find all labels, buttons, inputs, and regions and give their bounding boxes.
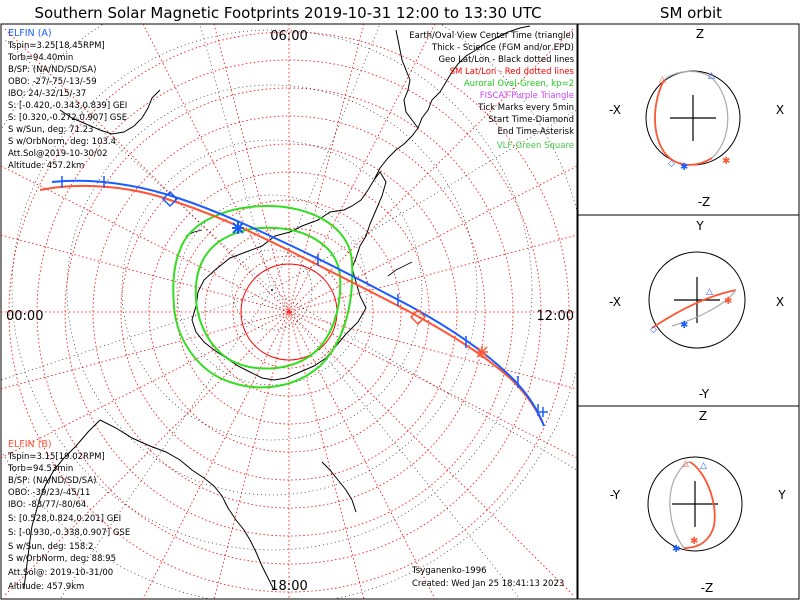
legend-item: VLF-Green Square	[497, 141, 574, 151]
mlt-label-top: 06:00	[270, 29, 307, 44]
orbit-marker: △	[708, 71, 715, 81]
end-asterisk-a2	[538, 407, 548, 417]
orbit-xz-top: Z	[696, 27, 704, 41]
elfin-a-info: ELFIN (A) Tspin=3.25[18.45RPM] Torb=94.4…	[7, 28, 127, 171]
model-credit: Tsyganenko-1996	[411, 566, 487, 576]
elfin-b-line: OBO: -39/23/-45/11	[8, 488, 90, 498]
australia-coastline	[23, 419, 275, 591]
antarctica-coastline	[191, 171, 387, 381]
orbit-marker: △	[682, 459, 689, 469]
elfin-b-line: S: [0.528,0.824,0.201] GEI	[8, 514, 121, 524]
legend: Earth/Oval View Center Time (triangle) T…	[409, 31, 574, 151]
orbit-xz-bottom: -Z	[698, 195, 711, 209]
orbit-marker: ✱	[722, 156, 730, 167]
legend-item: Earth/Oval View Center Time (triangle)	[409, 31, 574, 41]
legend-item: Thick - Science (FGM and/or EPD)	[431, 43, 574, 53]
orbit-marker: △	[659, 75, 666, 85]
orbit-marker: ✱	[680, 320, 688, 331]
orbit-a-path	[663, 70, 729, 159]
orbit-yz-left: -Y	[610, 488, 621, 502]
mlt-label-bottom: 18:00	[270, 579, 307, 594]
orbit-marker: ✱	[724, 296, 732, 307]
orbit-xz-right: X	[776, 103, 784, 117]
legend-item: Geo Lat/Lon - Black dotted lines	[438, 55, 574, 65]
elfin-a-track	[51, 179, 545, 427]
elfin-a-ticks	[61, 176, 539, 416]
orbit-b-path	[654, 79, 713, 166]
elfin-a-line: S: [-0.420,-0.343,0.839] GEI	[8, 101, 127, 111]
orbit-xz-left: -X	[609, 103, 621, 117]
orbit-marker: ✱	[680, 162, 688, 173]
south-america-coastline	[395, 25, 531, 129]
orbit-yz-right: Y	[777, 488, 786, 502]
elfin-b-line: Att.Sol@: 2019-10-31/00	[8, 568, 113, 578]
elfin-b-line: Altitude: 457.9km	[8, 582, 84, 592]
legend-item: Start Time-Diamond	[488, 115, 574, 125]
orbit-marker: ◇	[650, 325, 657, 335]
elfin-a-line: IBO: 24/-32/15/-37	[8, 89, 86, 99]
end-asterisk-a	[232, 222, 244, 234]
orbit-b-path	[651, 289, 737, 329]
legend-item: Auroral Oval-Green, kp=2	[464, 79, 574, 89]
elfin-a-line: B/SP: (NA/ND/SD/SA)	[8, 65, 96, 75]
orbit-panel-xy: Y -Y -X X △ ✱ ◇ ✱	[577, 214, 800, 407]
mlt-label-left: 00:00	[6, 309, 43, 324]
orbit-marker: ◇	[668, 159, 675, 169]
orbit-xy-bottom: -Y	[699, 387, 710, 401]
elfin-b-line: Torb=94.53min	[7, 464, 73, 474]
elfin-b-line: S: [-0.930,-0.338,0.907] GSE	[8, 528, 130, 538]
figure-title: Southern Solar Magnetic Footprints 2019-…	[34, 4, 541, 22]
elfin-b-line: Tspin=3.15[19.02RPM]	[7, 452, 105, 462]
orbit-panel-xz: Z -Z -X X △ △ ◇ ✱ ✱	[577, 23, 800, 216]
elfin-b-track	[39, 184, 543, 423]
elfin-a-line: Torb=94.40min	[7, 53, 73, 63]
elfin-b-line: IBO: -83/77/-80/64	[8, 500, 86, 510]
elfin-b-name: ELFIN (B)	[8, 439, 52, 450]
end-asterisk-b	[476, 346, 488, 358]
start-diamond-b	[409, 308, 427, 326]
start-diamond-a	[161, 190, 179, 208]
elfin-a-name: ELFIN (A)	[8, 28, 52, 39]
orbit-a-path	[671, 289, 737, 327]
elfin-a-line: Tspin=3.25[18.45RPM]	[7, 41, 105, 51]
elfin-a-line: S w/Sun, deg: 71.23	[8, 125, 93, 135]
elfin-a-line: Att.Sol@2019-10-30/02	[8, 149, 108, 159]
auroral-oval	[172, 204, 354, 389]
legend-item: FISCAT-Purple Triangle	[480, 91, 574, 101]
created-timestamp: Created: Wed Jan 25 18:41:13 2023	[412, 579, 564, 589]
elfin-b-line: B/SP: (NA/ND/SD/SA)	[8, 476, 96, 486]
orbit-marker: ✱	[690, 536, 698, 547]
orbit-a-path	[669, 461, 691, 549]
orbit-marker: ✱	[672, 544, 680, 555]
orbit-marker: △	[700, 461, 707, 471]
mlt-label-right: 12:00	[537, 309, 574, 324]
orbit-panel-yz: Z -Z -Y Y △ △ ✱ ✱	[577, 405, 800, 600]
orbit-yz-top: Z	[699, 409, 707, 423]
elfin-b-line: S w/Sun, deg: 158.2	[8, 542, 93, 552]
elfin-a-line: Altitude: 457.2km	[8, 161, 84, 171]
orbit-panel-title: SM orbit	[660, 4, 722, 22]
sm-grid	[1, 24, 577, 599]
elfin-b-line: S w/OrbNorm, deg: 88.95	[8, 554, 116, 564]
elfin-b-info: ELFIN (B) Tspin=3.15[19.02RPM] Torb=94.5…	[7, 439, 130, 592]
africa-coastline	[59, 89, 161, 135]
elfin-a-line: OBO: -27/-75/-13/-59	[8, 77, 97, 87]
orbit-marker: △	[706, 287, 713, 297]
orbit-b-path	[683, 461, 716, 549]
new-zealand-coastline	[321, 461, 357, 513]
orbit-xy-top: Y	[695, 219, 704, 233]
orbit-xy-left: -X	[609, 295, 621, 309]
elfin-a-line: S w/OrbNorm, deg: 103.4	[8, 137, 116, 147]
elfin-a-line: S: [0.320,-0.272,0.907] GSE	[8, 113, 127, 123]
legend-item: SM Lat/Lon - Red dotted lines	[450, 67, 575, 77]
antarctic-peninsula	[373, 127, 419, 181]
legend-item: Tick Marks every 5min	[477, 103, 574, 113]
legend-item: End Time-Asterisk	[497, 127, 574, 137]
orbit-yz-bottom: -Z	[701, 581, 714, 595]
orbit-xy-right: X	[776, 295, 784, 309]
